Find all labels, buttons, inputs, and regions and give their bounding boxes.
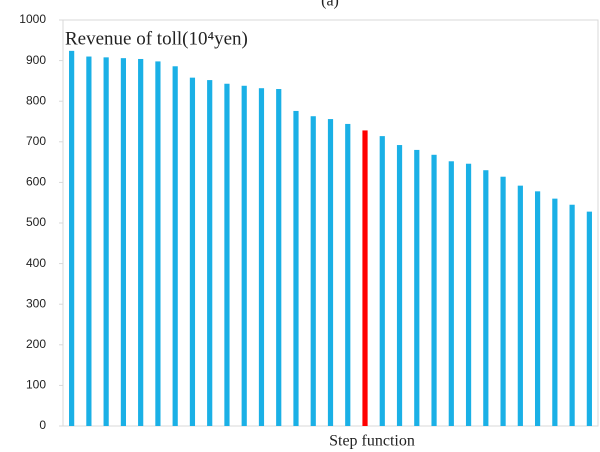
bar xyxy=(103,57,109,427)
y-tick-label: 100 xyxy=(26,378,46,392)
bar xyxy=(69,50,75,427)
bar xyxy=(569,204,575,426)
bar xyxy=(534,191,541,426)
bar xyxy=(448,161,454,426)
y-axis-label: Revenue of toll(10⁴yen) xyxy=(65,28,248,49)
bar xyxy=(138,58,144,426)
y-tick-label: 500 xyxy=(26,215,46,229)
bar xyxy=(224,83,230,426)
bar xyxy=(517,185,523,426)
bar xyxy=(483,170,489,426)
bar xyxy=(155,61,161,427)
x-axis-label: Step function xyxy=(329,433,415,450)
bar xyxy=(276,89,282,427)
bar xyxy=(189,77,196,426)
y-tick-label: 1000 xyxy=(19,12,46,26)
y-tick-label: 800 xyxy=(26,93,46,107)
bar xyxy=(379,136,385,426)
chart-title: (a) xyxy=(321,0,339,10)
y-tick-label: 600 xyxy=(26,175,46,189)
bar xyxy=(293,110,299,426)
bar xyxy=(310,116,316,427)
bar xyxy=(345,123,351,426)
bar xyxy=(431,154,437,427)
y-tick-label: 0 xyxy=(39,418,46,432)
bar xyxy=(327,119,334,427)
y-tick-label: 200 xyxy=(26,337,46,351)
bar xyxy=(552,198,558,426)
bar xyxy=(207,80,213,426)
bar xyxy=(465,163,472,426)
bar xyxy=(362,130,368,426)
y-tick-label: 700 xyxy=(26,134,46,148)
y-tick-label: 900 xyxy=(26,53,46,67)
bar xyxy=(120,58,127,426)
bar xyxy=(86,56,92,426)
bar xyxy=(414,149,420,427)
y-tick-label: 300 xyxy=(26,296,46,310)
bar xyxy=(172,66,178,426)
y-tick-label: 400 xyxy=(26,256,46,270)
bar xyxy=(396,145,403,426)
bar xyxy=(500,176,506,426)
bar xyxy=(586,211,592,426)
bar xyxy=(258,88,265,426)
bar xyxy=(241,85,247,426)
